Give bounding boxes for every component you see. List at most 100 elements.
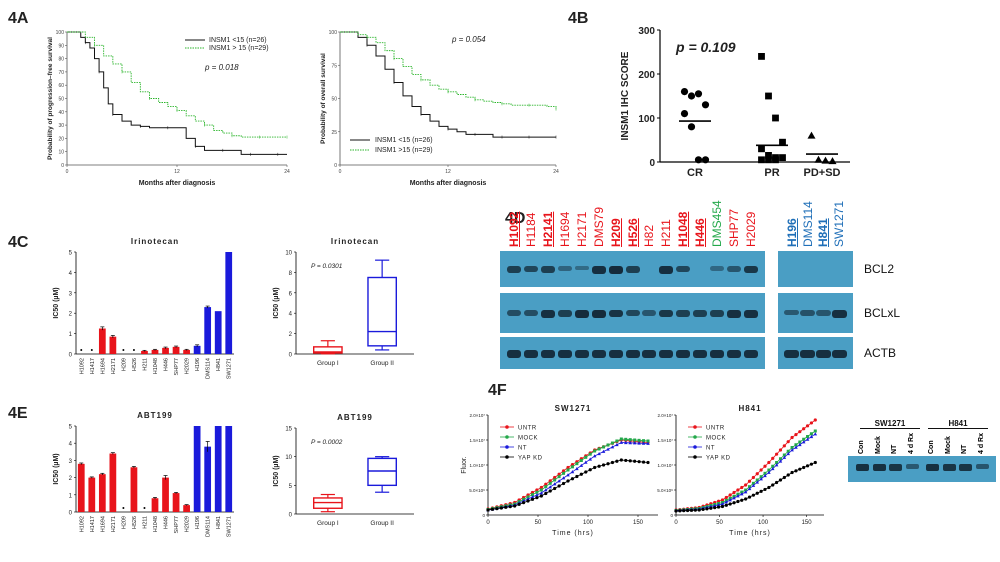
os-ylabel: Probability of overall survival: [320, 53, 327, 144]
abt-bar-bar: [204, 446, 212, 512]
sw1271-point-nt: [632, 441, 637, 445]
blot-4f-band: [942, 464, 956, 471]
abt-bar-xtick-label: H841: [216, 516, 222, 529]
h841-point-yapkd: [716, 505, 721, 509]
sw1271-ytick-label: 5.0×10⁶: [469, 488, 485, 493]
irino-bar-bar: [214, 311, 222, 354]
abt-bar-bar: [130, 467, 138, 512]
h841-point-yapkd: [751, 493, 755, 497]
h841-legend-marker: [693, 445, 697, 449]
blot-band-bcl2: [507, 266, 522, 273]
sw1271-point-mock: [606, 443, 610, 447]
h841-series-3: [675, 462, 816, 512]
h841-point-yapkd: [771, 483, 775, 487]
sw1271-point-yapkd: [615, 459, 619, 463]
sw1271-title: SW1271: [555, 404, 592, 413]
blot-lane-label: H2141: [541, 211, 556, 247]
h841-point-mock: [751, 481, 755, 485]
ihc-ylabel: INSM1 IHC SCORE: [620, 51, 631, 140]
abt-bar-bar-marker: [122, 507, 125, 509]
abt-box-xtick-label: Group II: [370, 520, 394, 527]
irino-box-xtick-label: Group I: [317, 360, 339, 367]
pfs-xtick-label: 0: [66, 169, 69, 175]
blot-lane-label: H841: [816, 218, 831, 247]
blot-band-bclxl: [784, 310, 800, 316]
sw1271-point-mock: [642, 439, 646, 443]
blot-band-bclxl: [591, 310, 606, 318]
blot-4f-lane-label: 4 d Rx: [977, 432, 985, 454]
sw1271-point-yapkd: [553, 486, 557, 491]
h841-point-mock: [790, 446, 794, 449]
irino-bar-xtick-label: H209: [121, 358, 127, 371]
irino-bar-bar: [98, 328, 106, 354]
h841-point-nt: [805, 437, 810, 441]
h841-point-yapkd: [805, 464, 810, 468]
abt-box-title: ABT199: [337, 413, 373, 422]
h841-point-yapkd: [747, 495, 752, 499]
sw1271-point-yapkd: [646, 460, 650, 465]
ihc-point-pdsd: [814, 155, 823, 163]
sw1271-point-yapkd: [495, 507, 499, 511]
pfs-ytick-label: 80: [58, 57, 64, 63]
os-pvalue: p = 0.054: [451, 35, 486, 44]
h841-ytick-label: 1.5×10⁷: [657, 438, 673, 443]
blot-band-bclxl: [659, 310, 674, 318]
irino-bar-bar: [193, 345, 201, 354]
irino-bar-bar-marker: [132, 349, 135, 351]
irino-box-ylabel: IC50 (µM): [273, 287, 280, 318]
sw1271-point-nt: [583, 460, 588, 464]
os-xlabel: Months after diagnosis: [410, 180, 487, 187]
sw1271-point-yapkd: [628, 459, 632, 463]
ihc-point-pr: [758, 145, 765, 153]
irino-bar-xtick-label: H1092: [79, 358, 85, 374]
sw1271-point-yapkd: [490, 507, 495, 511]
abt-bar-bar: [183, 505, 190, 512]
sw1271-point-yapkd: [579, 472, 583, 476]
h841-point-untr: [736, 488, 740, 492]
abt-bar-xtick-label: H446: [164, 516, 170, 529]
blot-4f-band: [872, 464, 886, 471]
h841-point-nt: [774, 463, 779, 467]
h841-point-untr: [751, 475, 755, 480]
h841-point-yapkd: [689, 508, 694, 512]
irino-bar-bar: [183, 349, 190, 354]
blot-band-bclxl: [726, 310, 741, 318]
blot-band-actb: [642, 350, 657, 358]
os-legend-label-0: INSM1 <15 (n=26): [375, 137, 433, 144]
pfs-legend-label-0: INSM1 <15 (n=26): [209, 37, 267, 44]
h841-point-nt: [813, 432, 818, 436]
sw1271-legend-marker: [505, 425, 509, 429]
ihc-point-cr: [687, 123, 696, 131]
blot-4f-lane-label: 4 d Rx: [907, 432, 915, 454]
irino-box-pvalue: P = 0.0301: [311, 263, 343, 270]
sw1271-point-nt: [579, 463, 584, 467]
blot-band-bcl2: [591, 266, 606, 274]
irino-box-xtick-label: Group II: [370, 360, 394, 367]
abt-bar-bar-marker: [143, 507, 146, 509]
h841-xtick-label: 150: [802, 520, 813, 526]
os-xtick-label: 0: [339, 169, 342, 175]
sw1271-xtick-label: 100: [583, 520, 594, 526]
blot-band-actb: [743, 350, 758, 358]
irino-bar-bar: [151, 349, 159, 354]
sw1271-point-yapkd: [539, 494, 543, 498]
sw1271-point-nt: [570, 470, 575, 474]
h841-point-untr: [775, 452, 779, 456]
blot-band-bclxl: [692, 310, 707, 317]
h841-point-untr: [809, 421, 814, 425]
blot-band-bclxl: [541, 310, 556, 318]
abt-bar-xtick-label: SHP77: [174, 516, 180, 533]
h841-point-nt: [809, 434, 814, 439]
h841-point-untr: [744, 483, 748, 487]
pfs-pvalue: p = 0.018: [204, 63, 239, 72]
h841-point-nt: [739, 492, 744, 496]
sw1271-xtick-label: 0: [486, 520, 490, 526]
blot-lane-label: H2171: [574, 211, 589, 247]
h841-point-nt: [798, 442, 802, 447]
h841-point-mock: [771, 464, 775, 468]
ihc-point-cr: [694, 90, 703, 98]
pfs-xtick-label: 12: [174, 169, 180, 175]
sw1271-point-yapkd: [593, 465, 597, 470]
h841-point-nt: [732, 496, 736, 500]
